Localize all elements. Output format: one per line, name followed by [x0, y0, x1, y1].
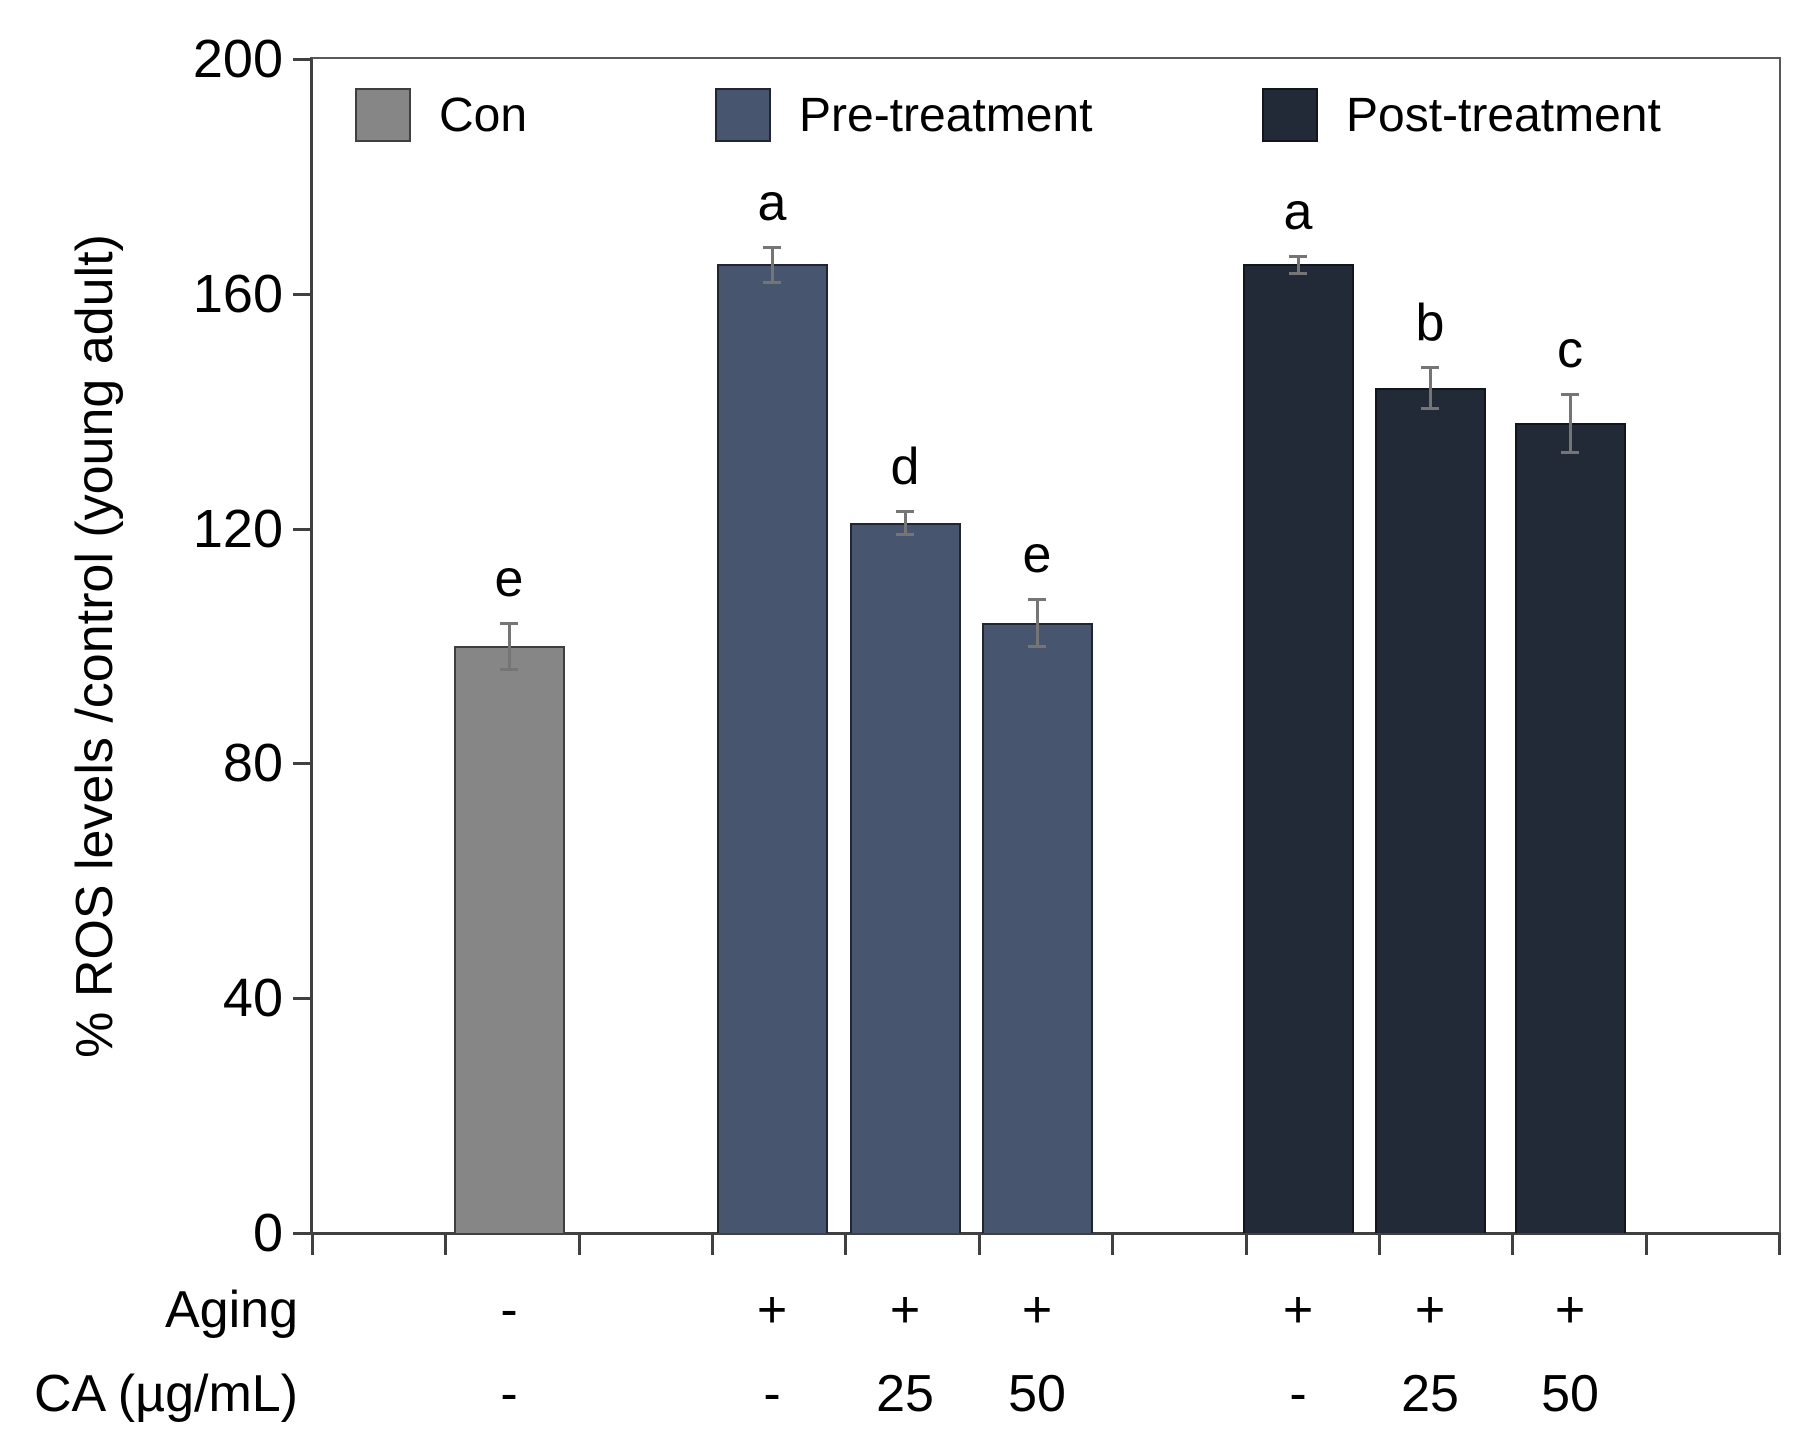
error-bar: [770, 246, 774, 283]
legend-item-post-treatment: Post-treatment: [1262, 86, 1661, 144]
annotation-ca-value: -: [1289, 1365, 1307, 1423]
y-tick-label: 200: [192, 29, 283, 89]
significance-letter: a: [757, 173, 787, 232]
x-axis-tick: [577, 1233, 581, 1255]
error-bar-cap: [1421, 366, 1439, 370]
error-bar: [1568, 393, 1572, 453]
bar-post-treatment-5: [1374, 387, 1486, 1233]
legend-item-pre-treatment: Pre-treatment: [715, 86, 1092, 144]
legend-swatch-con: [355, 88, 411, 142]
annotation-aging-value: +: [1414, 1281, 1446, 1339]
annotation-aging-value: +: [1021, 1281, 1053, 1339]
significance-letter: e: [494, 549, 524, 608]
y-axis-title: % ROS levels /control (young adult): [66, 234, 124, 1058]
error-bar-cap: [1289, 254, 1307, 258]
bar-pre-treatment-2: [849, 522, 961, 1233]
x-axis-tick: [711, 1233, 715, 1255]
significance-letter: c: [1557, 320, 1583, 379]
x-axis-tick: [977, 1233, 981, 1255]
significance-letter: b: [1415, 294, 1445, 353]
y-tick-label: 120: [192, 498, 283, 559]
error-bar-cap: [1289, 272, 1307, 276]
error-bar-cap: [500, 621, 518, 625]
x-axis-tick: [1511, 1233, 1515, 1255]
x-axis-tick: [311, 1233, 314, 1255]
significance-letter: d: [890, 437, 920, 496]
error-bar-cap: [896, 509, 914, 513]
x-annotation-row-header-aging: Aging: [165, 1281, 298, 1339]
annotation-ca-value: 50: [1008, 1365, 1066, 1423]
bar-pre-treatment-1: [716, 264, 828, 1233]
legend-swatch-post-treatment: [1262, 88, 1318, 142]
bar-post-treatment-4: [1242, 264, 1354, 1233]
annotation-aging-value: +: [1554, 1281, 1586, 1339]
y-tick-label: 160: [192, 263, 283, 324]
legend-swatch-pre-treatment: [715, 88, 771, 142]
y-axis-tick: [293, 527, 312, 531]
error-bar: [507, 622, 511, 670]
plot-area: [310, 57, 1781, 1235]
legend-label: Pre-treatment: [799, 88, 1093, 142]
y-axis-tick: [293, 762, 312, 766]
annotation-ca-value: 25: [1401, 1365, 1459, 1423]
legend-item-con: Con: [355, 86, 527, 144]
error-bar-cap: [763, 281, 781, 285]
bar-pre-treatment-3: [981, 622, 1093, 1233]
annotation-ca-value: 25: [876, 1365, 934, 1423]
error-bar-cap: [1561, 392, 1579, 396]
annotation-aging-value: +: [889, 1281, 921, 1339]
x-axis-tick: [844, 1233, 848, 1255]
annotation-aging-value: +: [756, 1281, 788, 1339]
bar-con-0: [453, 646, 565, 1233]
error-bar-cap: [1028, 645, 1046, 648]
error-bar-cap: [500, 668, 518, 672]
annotation-ca-value: -: [763, 1365, 781, 1423]
annotation-ca-value: -: [500, 1365, 518, 1423]
y-tick-label: 80: [222, 733, 283, 794]
x-annotation-row-header-ca: CA (µg/mL): [33, 1365, 298, 1423]
y-axis-tick: [293, 292, 312, 296]
x-axis-tick: [1644, 1233, 1648, 1255]
y-tick-label: 40: [222, 968, 283, 1029]
x-axis-tick: [1778, 1233, 1781, 1255]
x-axis-tick: [444, 1233, 448, 1255]
error-bar: [1296, 255, 1300, 274]
annotation-aging-value: +: [1282, 1281, 1314, 1339]
legend-label: Con: [439, 88, 528, 142]
y-axis-tick: [293, 1232, 312, 1235]
y-axis-tick: [293, 58, 312, 61]
bar-post-treatment-6: [1514, 422, 1626, 1233]
error-bar-cap: [1561, 451, 1579, 455]
error-bar-cap: [1421, 407, 1439, 411]
legend-label: Post-treatment: [1346, 88, 1661, 142]
error-bar: [1035, 599, 1039, 646]
x-axis-tick: [1244, 1233, 1248, 1255]
error-bar-cap: [1028, 598, 1046, 602]
y-axis-tick: [293, 997, 312, 1001]
error-bar-cap: [896, 533, 914, 537]
significance-letter: e: [1022, 526, 1052, 585]
y-tick-label: 0: [252, 1203, 283, 1263]
x-axis-tick: [1111, 1233, 1115, 1255]
error-bar-cap: [763, 245, 781, 249]
error-bar: [1428, 367, 1432, 409]
annotation-aging-value: -: [500, 1281, 518, 1339]
error-bar: [903, 510, 907, 535]
annotation-ca-value: 50: [1541, 1365, 1599, 1423]
x-axis-tick: [1377, 1233, 1381, 1255]
significance-letter: a: [1283, 182, 1313, 241]
